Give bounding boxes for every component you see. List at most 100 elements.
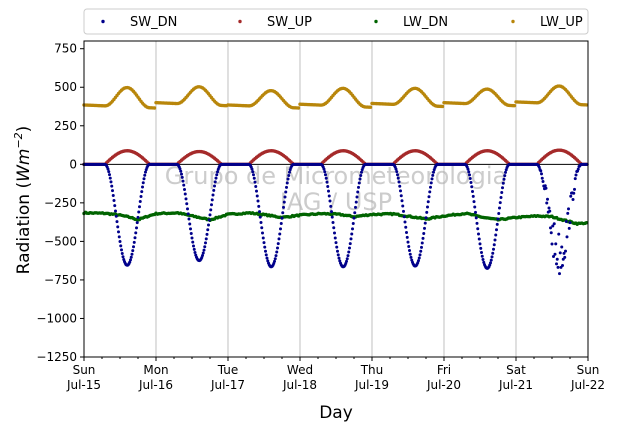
sw-dn-point (493, 238, 497, 242)
sw-dn-point (410, 258, 414, 262)
sw-dn-point (425, 210, 429, 214)
sw-dn-point (212, 188, 216, 192)
sw-dn-point (565, 235, 569, 239)
sw-dn-point (110, 184, 114, 188)
sw-dn-point (358, 177, 362, 181)
sw-dn-point (184, 197, 188, 201)
sw-dn-point (355, 195, 359, 199)
sw-dn-point (264, 253, 268, 257)
sw-dn-point (189, 227, 192, 231)
x-tick-day: Sat (506, 363, 526, 377)
sw-dn-point (422, 231, 426, 235)
sw-dn-point (560, 245, 564, 249)
sw-dn-point (480, 254, 484, 258)
x-tick-date: Jul-18 (282, 378, 317, 392)
sw-dn-point (540, 172, 543, 176)
legend-marker (238, 19, 242, 24)
sw-dn-point (482, 260, 486, 264)
sw-dn-point (426, 205, 429, 209)
lw-up-point (440, 104, 445, 109)
sw-dn-point (553, 252, 557, 256)
sw-dn-point (129, 258, 132, 262)
sw-dn-point (135, 226, 138, 230)
sw-dn-point (259, 220, 263, 224)
sw-dn-point (252, 176, 256, 180)
sw-dn-point (402, 209, 405, 213)
sw-dn-point (399, 189, 402, 193)
sw-dn-point (193, 250, 197, 254)
x-tick-date: Jul-20 (426, 378, 461, 392)
sw-dn-point (132, 240, 136, 244)
sw-dn-point (331, 220, 335, 224)
sw-dn-point (108, 173, 111, 177)
sw-dn-point (252, 173, 255, 177)
sw-dn-point (330, 215, 334, 219)
sw-dn-point (183, 187, 186, 191)
sw-dn-point (285, 181, 289, 185)
lw-up-point (368, 105, 373, 109)
lw-up-point (584, 103, 589, 107)
sw-dn-point (108, 176, 112, 180)
sw-dn-point (204, 237, 208, 241)
sw-dn-point (144, 170, 147, 174)
sw-dn-point (264, 249, 267, 253)
x-tick-date: Jul-16 (138, 378, 173, 392)
sw-dn-point (504, 170, 507, 174)
legend-label: LW_UP (540, 15, 583, 30)
sw-dn-point (283, 195, 287, 199)
sw-dn-point (263, 245, 267, 249)
sw-dn-point (277, 237, 281, 241)
x-tick-date: Jul-22 (570, 378, 605, 392)
sw-dn-point (351, 222, 355, 226)
sw-dn-point (503, 174, 507, 178)
lw-dn-point (584, 221, 589, 225)
sw-dn-point (141, 185, 144, 189)
sw-dn-point (409, 255, 413, 259)
sw-dn-point (280, 216, 284, 220)
sw-dn-point (261, 231, 264, 235)
sw-dn-point (138, 200, 142, 204)
sw-dn-point (214, 176, 218, 180)
sw-dn-point (540, 176, 544, 180)
y-axis-label-prefix: Radiation ( (14, 182, 34, 274)
sw-dn-point (213, 184, 216, 188)
sw-dn-point (256, 199, 260, 203)
sw-dn-point (354, 200, 358, 204)
sw-dn-point (279, 227, 282, 231)
sw-dn-point (494, 233, 498, 237)
sw-dn-point (357, 185, 360, 189)
sw-dn-point (501, 181, 505, 185)
y-tick-label: −500 (44, 234, 77, 248)
sw-dn-point (500, 190, 504, 194)
sw-dn-point (394, 167, 398, 171)
sw-dn-point (189, 232, 193, 236)
sw-dn-point (143, 173, 147, 177)
sw-dn-point (537, 165, 541, 169)
sw-dn-point (568, 221, 572, 225)
sw-dn-point (201, 254, 204, 258)
sw-dn-point (120, 252, 124, 256)
sw-dn-point (288, 170, 291, 174)
y-axis-label-unit: Wm (14, 149, 34, 182)
sw-dn-point (557, 232, 561, 236)
sw-dn-point (428, 190, 432, 194)
sw-dn-point (501, 186, 504, 190)
sw-dn-point (569, 194, 573, 198)
sw-dn-point (211, 193, 215, 197)
sw-dn-point (473, 205, 477, 209)
sw-dn-point (142, 177, 146, 181)
sw-dn-point (274, 254, 278, 258)
sw-dn-point (332, 226, 336, 230)
legend-box (83, 8, 589, 35)
sw-dn-point (345, 257, 349, 261)
legend-label: LW_DN (403, 15, 448, 30)
sw-dn-point (563, 255, 567, 259)
sw-dn-point (543, 184, 547, 188)
sw-dn-point (354, 205, 357, 209)
x-tick-date: Jul-17 (210, 378, 245, 392)
sw-dn-point (139, 194, 143, 198)
sw-dn-point (129, 255, 133, 259)
sw-dn-point (117, 230, 120, 234)
sw-dn-point (138, 205, 141, 209)
sw-dn-point (407, 244, 411, 248)
